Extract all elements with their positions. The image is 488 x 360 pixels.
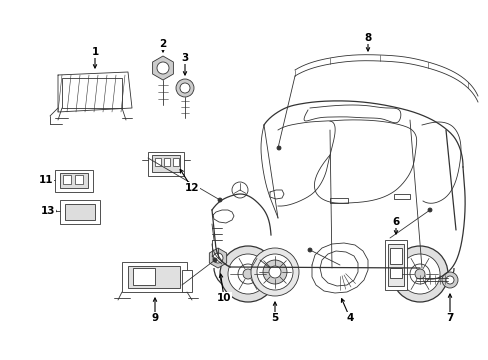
- Bar: [55, 170, 93, 192]
- Circle shape: [250, 248, 298, 296]
- Text: 13: 13: [41, 206, 55, 216]
- Text: 6: 6: [391, 217, 399, 227]
- Circle shape: [176, 79, 194, 97]
- Circle shape: [243, 269, 252, 279]
- Text: 5: 5: [271, 313, 278, 323]
- Circle shape: [399, 254, 439, 294]
- Circle shape: [227, 254, 267, 294]
- Circle shape: [307, 248, 311, 252]
- Bar: [148, 152, 183, 176]
- Polygon shape: [209, 248, 226, 268]
- Circle shape: [409, 264, 429, 284]
- Circle shape: [213, 258, 217, 262]
- Circle shape: [157, 62, 169, 74]
- Bar: [389, 248, 401, 264]
- Text: 1: 1: [91, 47, 99, 57]
- Circle shape: [427, 208, 431, 212]
- Circle shape: [180, 83, 190, 93]
- Bar: [393, 194, 409, 199]
- Text: 8: 8: [364, 33, 371, 43]
- Circle shape: [48, 207, 56, 215]
- Circle shape: [276, 146, 281, 150]
- Bar: [75, 175, 83, 184]
- Circle shape: [263, 260, 286, 284]
- Text: 11: 11: [39, 175, 53, 185]
- Bar: [60, 173, 88, 188]
- Bar: [173, 158, 179, 166]
- Polygon shape: [152, 56, 173, 80]
- Circle shape: [213, 253, 223, 263]
- Bar: [133, 268, 155, 285]
- Bar: [63, 175, 71, 184]
- Bar: [62, 78, 122, 108]
- Text: 4: 4: [346, 313, 353, 323]
- Bar: [389, 268, 401, 278]
- Circle shape: [220, 246, 275, 302]
- Text: 2: 2: [159, 39, 166, 49]
- Text: 7: 7: [446, 313, 453, 323]
- Bar: [163, 158, 170, 166]
- Circle shape: [391, 246, 447, 302]
- Circle shape: [257, 254, 292, 290]
- Circle shape: [441, 272, 457, 288]
- Bar: [387, 244, 403, 286]
- Bar: [384, 240, 406, 290]
- Bar: [155, 158, 161, 166]
- Text: 12: 12: [184, 183, 199, 193]
- Text: 10: 10: [216, 293, 231, 303]
- Circle shape: [445, 276, 453, 284]
- Bar: [122, 262, 186, 292]
- Circle shape: [218, 198, 222, 202]
- Circle shape: [231, 182, 247, 198]
- Text: 9: 9: [151, 313, 158, 323]
- Bar: [152, 155, 180, 172]
- Text: 3: 3: [181, 53, 188, 63]
- Bar: [128, 266, 180, 288]
- Circle shape: [414, 269, 424, 279]
- Circle shape: [268, 266, 281, 278]
- Circle shape: [238, 264, 258, 284]
- Bar: [65, 204, 95, 220]
- Bar: [182, 270, 192, 292]
- Bar: [60, 200, 100, 224]
- Bar: [329, 198, 347, 203]
